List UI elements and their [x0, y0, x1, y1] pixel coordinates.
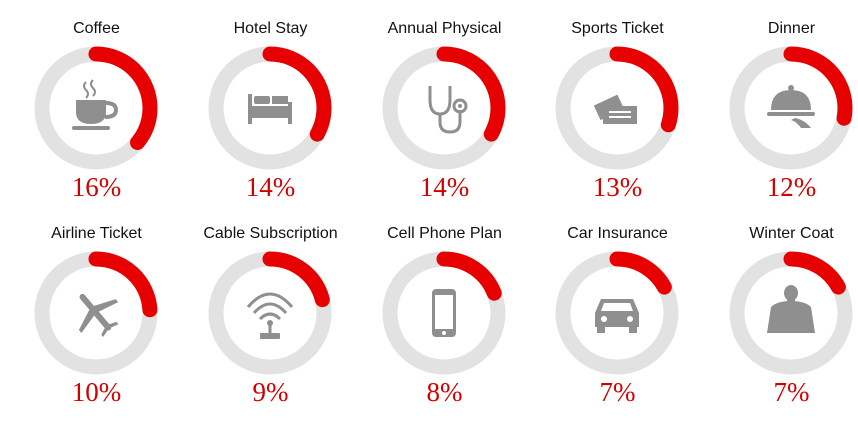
donut-value-sports-ticket: 13% [592, 172, 643, 202]
donut-cell-cell-phone-plan: Cell Phone Plan 8% [359, 205, 530, 415]
donut-arc-cable-subscription [208, 251, 332, 375]
donut-cell-car-insurance: Car Insurance 7% [532, 205, 703, 415]
donut-label-hotel-stay: Hotel Stay [233, 20, 308, 37]
donut-value-car-insurance: 7% [599, 377, 636, 407]
donut-value-cell-phone-plan: 8% [426, 377, 463, 407]
donut-value-winter-coat: 7% [773, 377, 810, 407]
donut-arc-airline-ticket [34, 251, 158, 375]
donut-winter-coat [729, 251, 853, 375]
donut-arc-cell-phone-plan [382, 251, 506, 375]
airplane-icon [78, 293, 119, 338]
donut-cell-hotel-stay: Hotel Stay 14% [185, 0, 356, 210]
car-icon [595, 299, 639, 333]
antenna-signal-icon [246, 292, 294, 339]
donut-airline-ticket [34, 251, 158, 375]
bed-icon [248, 94, 292, 124]
donut-arc-hotel-stay [208, 46, 332, 170]
coat-person-icon [767, 285, 815, 333]
stethoscope-icon [428, 86, 468, 134]
donut-arc-winter-coat [729, 251, 853, 375]
donut-value-hotel-stay: 14% [245, 172, 296, 202]
donut-cable-subscription [208, 251, 332, 375]
donut-hotel-stay [208, 46, 332, 170]
donut-annual-physical [382, 46, 506, 170]
ticket-icon [593, 94, 637, 124]
donut-dinner [729, 46, 853, 170]
donut-car-insurance [555, 251, 679, 375]
donut-label-coffee: Coffee [73, 20, 120, 37]
donut-arc-dinner [729, 46, 853, 170]
donut-coffee [34, 46, 158, 170]
donut-cell-phone-plan [382, 251, 506, 375]
donut-label-cell-phone-plan: Cell Phone Plan [387, 225, 502, 242]
donut-value-coffee: 16% [71, 172, 122, 202]
donut-label-dinner: Dinner [767, 20, 816, 37]
donut-arc-annual-physical [382, 46, 506, 170]
donut-value-cable-subscription: 9% [252, 377, 289, 407]
donut-cell-coffee: Coffee 16% [11, 0, 182, 210]
donut-label-winter-coat: Winter Coat [749, 225, 834, 242]
donut-cell-airline-ticket: Airline Ticket 10% [11, 205, 182, 415]
donut-arc-sports-ticket [555, 46, 679, 170]
donut-label-cable-subscription: Cable Subscription [203, 225, 338, 242]
donut-label-annual-physical: Annual Physical [387, 20, 502, 37]
donut-cell-dinner: Dinner 12% [706, 0, 858, 210]
donut-cell-annual-physical: Annual Physical 14% [359, 0, 530, 210]
donut-label-sports-ticket: Sports Ticket [571, 20, 664, 37]
donut-cell-winter-coat: Winter Coat 7% [706, 205, 858, 415]
donut-value-dinner: 12% [766, 172, 817, 202]
donut-label-airline-ticket: Airline Ticket [51, 225, 142, 242]
donut-value-airline-ticket: 10% [71, 377, 122, 407]
donut-arc-coffee [34, 46, 158, 170]
donut-cell-sports-ticket: Sports Ticket 13% [532, 0, 703, 210]
donut-label-car-insurance: Car Insurance [567, 225, 668, 242]
coffee-cup-icon [72, 79, 119, 130]
donut-cell-cable-subscription: Cable Subscription 9% [185, 205, 356, 415]
cell-phone-icon [432, 289, 456, 337]
serving-cloche-icon [767, 85, 815, 128]
donut-sports-ticket [555, 46, 679, 170]
donut-arc-car-insurance [555, 251, 679, 375]
donut-value-annual-physical: 14% [419, 172, 470, 202]
